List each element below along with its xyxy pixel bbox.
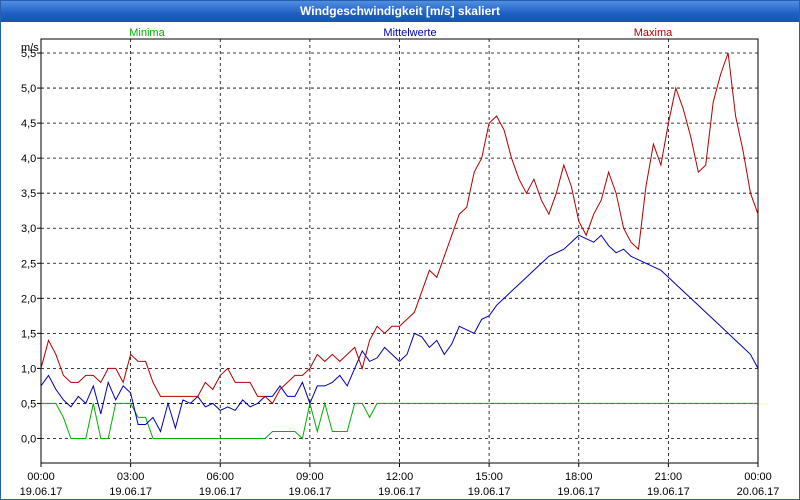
x-tick-date-label: 19.06.17 <box>647 486 690 498</box>
y-tick-label: 4,5 <box>21 118 36 130</box>
y-tick-label: 3,5 <box>21 188 36 200</box>
x-tick-date-label: 20.06.17 <box>737 486 780 498</box>
y-tick-label: 4,0 <box>21 153 36 165</box>
y-tick-label: 0,5 <box>21 398 36 410</box>
y-tick-label: 2,0 <box>21 293 36 305</box>
x-tick-time-label: 00:00 <box>27 471 55 483</box>
legend-maxima: Maxima <box>634 27 673 39</box>
y-tick-label: 0,0 <box>21 433 36 445</box>
series-line-mittelwerte <box>40 234 759 433</box>
series-line-maxima <box>40 52 759 405</box>
x-tick-time-label: 03:00 <box>117 471 145 483</box>
x-tick-date-label: 19.06.17 <box>20 486 63 498</box>
x-tick-time-label: 09:00 <box>296 471 324 483</box>
chart-title: Windgeschwindigkeit [m/s] skaliert <box>1 1 799 22</box>
y-tick-label: 1,5 <box>21 328 36 340</box>
x-tick-date-label: 19.06.17 <box>109 486 152 498</box>
y-tick-label: 3,0 <box>21 223 36 235</box>
x-tick-date-label: 19.06.17 <box>199 486 242 498</box>
legend-minima: Minima <box>129 27 165 39</box>
x-tick-time-label: 00:00 <box>744 471 772 483</box>
y-tick-label: 2,5 <box>21 258 36 270</box>
x-tick-time-label: 06:00 <box>206 471 234 483</box>
legend-mittelwerte: Mittelwerte <box>383 27 436 39</box>
x-tick-date-label: 19.06.17 <box>468 486 511 498</box>
series-line-minima <box>41 401 758 440</box>
y-axis-unit-label: m/s <box>21 42 39 54</box>
x-tick-time-label: 12:00 <box>386 471 414 483</box>
x-tick-date-label: 19.06.17 <box>288 486 331 498</box>
x-tick-date-label: 19.06.17 <box>557 486 600 498</box>
x-tick-time-label: 18:00 <box>565 471 593 483</box>
y-tick-label: 5,5 <box>21 48 36 60</box>
y-tick-label: 5,0 <box>21 83 36 95</box>
x-tick-time-label: 15:00 <box>475 471 503 483</box>
y-tick-label: 1,0 <box>21 363 36 375</box>
x-tick-date-label: 19.06.17 <box>378 486 421 498</box>
x-tick-time-label: 21:00 <box>655 471 683 483</box>
